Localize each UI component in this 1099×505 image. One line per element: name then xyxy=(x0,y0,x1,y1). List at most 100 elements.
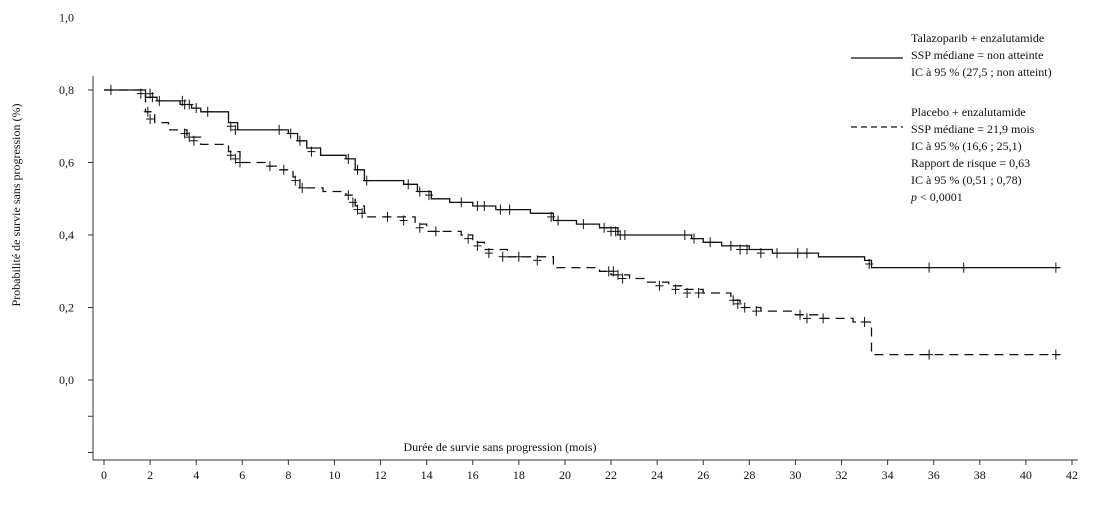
censor-mark xyxy=(802,313,811,324)
censor-mark xyxy=(353,204,362,215)
series-2 xyxy=(104,89,1061,360)
legend-text: SSP médiane = 21,9 mois xyxy=(911,122,1035,136)
x-tick-label: 2 xyxy=(147,468,153,482)
censor-mark xyxy=(362,175,371,186)
censor-mark xyxy=(146,114,155,124)
legend: Talazoparib + enzalutamide SSP médiane = … xyxy=(851,31,1052,204)
x-tick-label: 36 xyxy=(928,468,940,482)
censor-mark xyxy=(579,219,588,230)
censor-mark xyxy=(736,244,745,255)
y-tick-label: 1,0 xyxy=(59,11,74,25)
censor-mark xyxy=(609,266,618,277)
censor-mark xyxy=(733,298,742,309)
axes: 0,00,20,40,60,81,00 2 4 6 8 10 12 14 16 18 20 22 24 2… xyxy=(59,11,1078,482)
x-tick-label: 4 xyxy=(193,468,199,482)
y-tick-label: 0,6 xyxy=(59,156,74,170)
censor-mark xyxy=(383,211,392,222)
censor-mark xyxy=(554,215,563,226)
censor-mark xyxy=(496,204,505,215)
censor-mark xyxy=(226,121,235,132)
censor-mark xyxy=(464,233,473,244)
censor-mark xyxy=(743,244,752,255)
censor-mark xyxy=(185,132,194,143)
censor-mark xyxy=(671,284,680,295)
censor-mark xyxy=(756,248,765,259)
censor-mark xyxy=(925,349,934,360)
x-tick-label: 8 xyxy=(285,468,291,482)
censor-mark xyxy=(772,248,781,259)
legend-text: Rapport de risque = 0,63 xyxy=(911,156,1030,170)
censor-mark xyxy=(620,230,629,240)
y-tick-label: 0,8 xyxy=(59,83,74,97)
censor-mark xyxy=(265,161,274,172)
censor-mark xyxy=(613,269,622,280)
censor-mark xyxy=(740,302,749,313)
x-tick-label: 42 xyxy=(1066,468,1078,482)
censor-mark xyxy=(424,190,433,201)
x-tick-label: 38 xyxy=(974,468,986,482)
censor-mark xyxy=(802,248,811,259)
x-tick-label: 24 xyxy=(651,468,663,482)
censor-mark xyxy=(1051,262,1060,273)
censor-mark xyxy=(484,248,493,259)
censor-mark xyxy=(796,309,805,320)
y-axis-label: Probabilité de survie sans progression (… xyxy=(9,104,23,307)
legend-text: IC à 95 % (27,5 ; non atteint) xyxy=(911,65,1052,79)
censor-mark xyxy=(480,201,489,211)
censor-mark xyxy=(925,262,934,273)
censor-mark xyxy=(226,150,235,161)
censor-mark xyxy=(353,164,362,175)
censor-mark xyxy=(399,215,408,226)
x-tick-label: 12 xyxy=(375,468,387,482)
censor-mark xyxy=(726,240,735,251)
censor-mark xyxy=(819,313,828,324)
censor-mark xyxy=(752,306,761,317)
legend-text: Talazoparib + enzalutamide xyxy=(911,31,1044,45)
y-tick-label: 0,4 xyxy=(59,228,74,242)
censor-mark xyxy=(457,197,466,208)
censor-mark xyxy=(683,288,692,298)
censor-mark xyxy=(298,182,307,193)
censor-mark xyxy=(155,95,164,106)
censor-mark xyxy=(680,230,689,240)
censor-mark xyxy=(404,179,413,190)
legend-text: SSP médiane = non atteinte xyxy=(911,48,1043,62)
censor-mark xyxy=(514,251,523,262)
censor-mark xyxy=(498,251,507,262)
censor-mark xyxy=(729,295,738,306)
series-layer xyxy=(104,85,1061,360)
censor-mark xyxy=(189,135,198,146)
x-tick-label: 16 xyxy=(467,468,479,482)
x-tick-label: 0 xyxy=(101,468,107,482)
censor-mark xyxy=(431,226,440,237)
censor-mark xyxy=(180,128,189,139)
x-tick-label: 26 xyxy=(697,468,709,482)
censor-mark xyxy=(533,255,542,266)
km-step-line-2 xyxy=(104,89,1061,356)
censor-mark xyxy=(618,273,627,284)
x-tick-label: 40 xyxy=(1020,468,1032,482)
censor-mark xyxy=(231,153,240,164)
x-tick-label: 32 xyxy=(836,468,848,482)
censor-mark xyxy=(235,157,244,168)
y-tick-label: 0,0 xyxy=(59,373,74,387)
x-tick-label: 28 xyxy=(743,468,755,482)
censor-mark xyxy=(415,222,424,233)
x-tick-label: 34 xyxy=(882,468,894,482)
x-tick-label: 22 xyxy=(605,468,617,482)
censor-mark xyxy=(286,128,295,139)
censor-mark xyxy=(203,106,212,117)
censor-mark xyxy=(185,99,194,110)
censor-mark xyxy=(600,222,609,233)
censor-mark xyxy=(793,248,802,259)
censor-mark xyxy=(192,103,201,114)
x-axis-label: Durée de survie sans progression (mois) xyxy=(404,440,597,454)
x-tick-label: 14 xyxy=(421,468,433,482)
censor-mark xyxy=(307,146,316,157)
censor-mark xyxy=(655,280,664,291)
censor-mark xyxy=(547,211,556,222)
censor-mark xyxy=(348,197,357,208)
censor-mark xyxy=(415,186,424,197)
